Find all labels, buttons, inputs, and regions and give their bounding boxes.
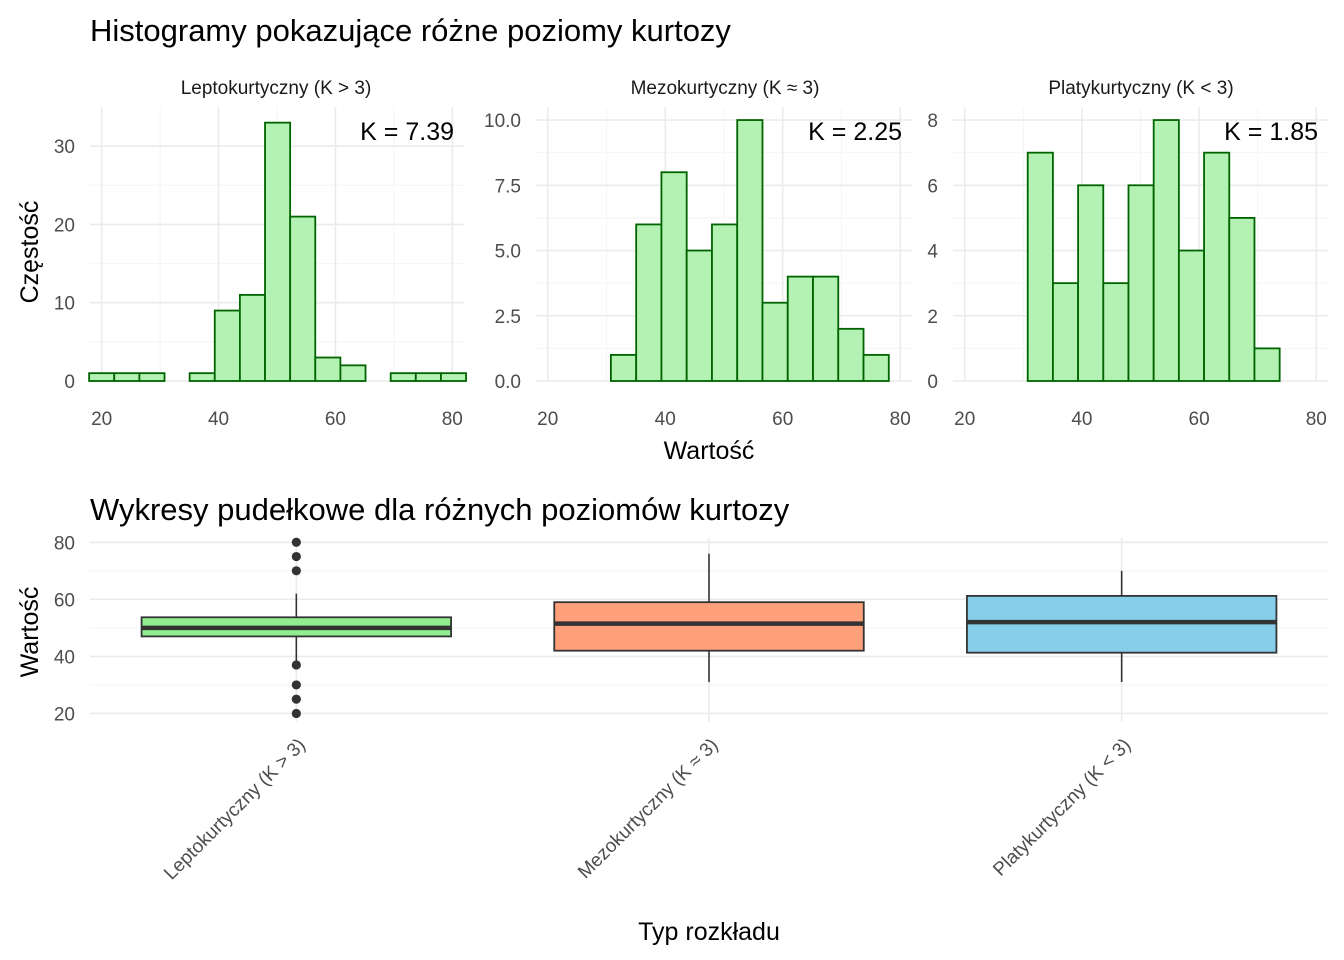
outlier-point	[291, 537, 301, 547]
boxplot-y-axis-title: Wartość	[16, 587, 44, 678]
histogram-bar	[786, 275, 814, 382]
y-tick-label: 0.0	[495, 372, 521, 393]
histogram-bar	[289, 215, 317, 382]
histogram-section-title: Histogramy pokazujące różne poziomy kurt…	[90, 13, 731, 48]
strip-label-mesokurtic: Mezokurtyczny (K ≈ 3)	[631, 78, 820, 99]
y-tick-label: 20	[54, 704, 75, 725]
y-tick-label: 10	[54, 294, 75, 315]
y-tick-label: 2.5	[495, 307, 521, 328]
histogram-bar	[1102, 282, 1130, 382]
histogram-bar	[1127, 184, 1155, 382]
y-tick-label: 0	[64, 372, 75, 393]
x-tick-label: 40	[655, 409, 676, 430]
histogram-bar	[1026, 151, 1054, 382]
histogram-bar	[685, 249, 713, 382]
outlier-point	[291, 694, 301, 704]
y-tick-label: 20	[54, 215, 75, 236]
kurtosis-annotation: K = 1.85	[1224, 118, 1318, 146]
boxplot-section-title: Wykresy pudełkowe dla różnych poziomów k…	[90, 492, 790, 527]
histogram-bar	[213, 309, 241, 382]
histogram-bar	[339, 364, 367, 382]
histogram-bar	[188, 372, 216, 382]
boxplot-x-axis-title: Typ rozkładu	[638, 918, 780, 946]
kurtosis-annotation: K = 7.39	[360, 118, 454, 146]
histogram-bar	[1228, 217, 1256, 382]
boxplot-panel: 20 40 60 80 Leptokurtyczny (K > 3) Mezokurtyc…	[54, 533, 1328, 884]
histogram-bar	[1203, 151, 1231, 382]
x-tick-label: 20	[954, 409, 975, 430]
histogram-bar	[862, 354, 890, 382]
x-tick-label: 80	[1306, 409, 1327, 430]
y-tick-label: 6	[927, 176, 938, 197]
y-tick-label: 60	[54, 590, 75, 611]
kurtosis-annotation: K = 2.25	[808, 118, 902, 146]
y-tick-label: 2	[927, 307, 938, 328]
x-tick-label: 80	[442, 409, 463, 430]
outlier-point	[291, 680, 301, 690]
histogram-bar	[711, 223, 739, 382]
histogram-bar	[1253, 347, 1281, 382]
histogram-bar	[1077, 184, 1105, 382]
histogram-bar	[113, 372, 141, 382]
y-tick-label: 0	[927, 372, 938, 393]
histogram-bar	[88, 372, 116, 382]
histogram-bar	[389, 372, 417, 382]
x-tick-label: 40	[208, 409, 229, 430]
histogram-bar	[440, 372, 467, 382]
histogram-bar	[1052, 282, 1079, 382]
x-tick-label: Mezokurtyczny (K ≈ 3)	[574, 735, 722, 883]
x-tick-label: 60	[1189, 409, 1210, 430]
box-iqr	[553, 601, 865, 652]
y-tick-label: 80	[54, 533, 75, 554]
histogram-bar	[635, 223, 663, 382]
histogram-bar	[660, 171, 688, 382]
outlier-point	[291, 551, 301, 562]
histogram-y-axis-title: Częstość	[16, 201, 44, 304]
histogram-bar	[238, 293, 266, 382]
y-tick-label: 4	[927, 242, 938, 263]
outlier-point	[291, 566, 301, 576]
histogram-bar	[761, 301, 789, 382]
strip-label-leptokurtic: Leptokurtyczny (K > 3)	[181, 78, 372, 99]
y-tick-label: 7.5	[495, 176, 521, 197]
histogram-bar	[264, 121, 292, 382]
histogram-bar	[1152, 119, 1180, 382]
histogram-panel-mesokurtic: 20 40 60 80 0.0 2.5 5.0 7.5 10.0 K = 2.25	[484, 107, 912, 430]
histogram-panel-leptokurtic: 20 40 60 80 0 10 20 30 K = 7.39	[54, 107, 467, 430]
histogram-x-axis-title: Wartość	[664, 437, 755, 465]
histogram-panel-platykurtic: 20 40 60 80 0 2 4 6 8 K = 1.85	[927, 107, 1328, 430]
strip-label-platykurtic: Platykurtyczny (K < 3)	[1048, 78, 1233, 99]
x-tick-label: 60	[772, 409, 793, 430]
histogram-bar	[138, 372, 166, 382]
y-tick-label: 30	[54, 137, 75, 158]
histogram-bar	[414, 372, 442, 382]
histogram-bar	[610, 354, 638, 382]
x-tick-label: Leptokurtyczny (K > 3)	[160, 735, 310, 885]
y-tick-label: 5.0	[495, 242, 521, 263]
y-tick-label: 8	[927, 111, 938, 132]
y-tick-label: 10.0	[484, 111, 521, 132]
histogram-bar	[837, 327, 865, 382]
x-tick-label: 20	[91, 409, 112, 430]
x-tick-label: Platykurtyczny (K < 3)	[989, 735, 1135, 881]
x-tick-label: 80	[890, 409, 911, 430]
histogram-bar	[812, 275, 840, 382]
histogram-bar	[1177, 249, 1205, 382]
histogram-bar	[314, 356, 342, 382]
outlier-point	[291, 708, 301, 719]
histogram-bar	[736, 119, 764, 382]
y-tick-label: 40	[54, 647, 75, 668]
x-tick-label: 60	[325, 409, 346, 430]
x-tick-label: 40	[1071, 409, 1092, 430]
outlier-point	[291, 660, 301, 670]
x-tick-label: 20	[537, 409, 558, 430]
